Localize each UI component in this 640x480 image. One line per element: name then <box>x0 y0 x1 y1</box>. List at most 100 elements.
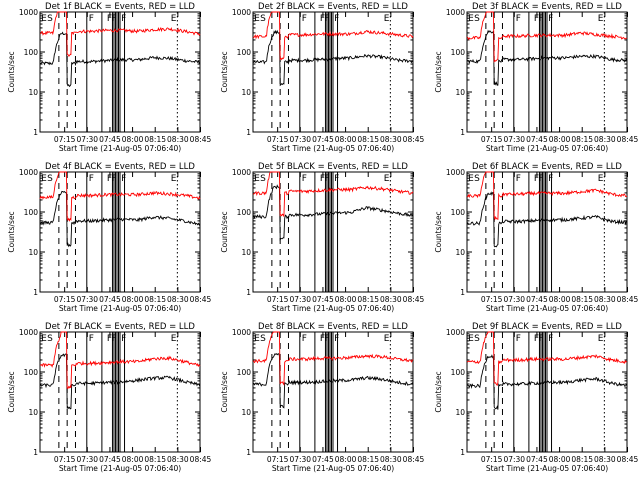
x-tick-label: 07:45 <box>99 135 121 144</box>
series-lld <box>466 331 628 387</box>
x-tick-label: 08:45 <box>403 455 425 464</box>
panel-det-3: Det 3f BLACK = Events, RED = LLD 1 10 100 10… <box>434 2 639 153</box>
x-axis-label: Start Time (21-Aug-05 07:06:40) <box>59 144 181 153</box>
x-axis-label: Start Time (21-Aug-05 07:06:40) <box>486 144 608 153</box>
x-tick-label: 08:30 <box>380 455 402 464</box>
marker-label-f: F <box>121 334 126 344</box>
marker-label-e: E <box>41 174 47 184</box>
y-tick-label: 100 <box>451 368 466 377</box>
x-tick-label: 07:45 <box>312 455 334 464</box>
marker-label-e: E <box>254 174 260 184</box>
y-tick-label: 100 <box>24 48 39 57</box>
x-axis-label: Start Time (21-Aug-05 07:06:40) <box>486 304 608 313</box>
marker-label-end: E <box>384 334 390 344</box>
marker-label-f: F <box>89 174 94 184</box>
x-tick-label: 08:45 <box>190 295 212 304</box>
x-axis-label: Start Time (21-Aug-05 07:06:40) <box>272 144 394 153</box>
marker-label-f: F <box>89 14 94 24</box>
marker-label-end: E <box>171 174 177 184</box>
y-tick-label: 1000 <box>446 8 465 17</box>
x-tick-label: 07:15 <box>54 455 76 464</box>
y-tick-label: 1 <box>460 448 465 457</box>
y-axis-label: Counts/sec <box>7 371 16 412</box>
x-tick-label: 07:15 <box>481 295 503 304</box>
marker-label-f: F <box>334 14 339 24</box>
marker-label-end: E <box>171 334 177 344</box>
marker-label-f: F <box>324 14 329 24</box>
marker-label-s: S <box>474 334 480 344</box>
marker-label-f: F <box>516 174 521 184</box>
marker-label-e: E <box>41 14 47 24</box>
x-tick-label: 08:45 <box>617 455 639 464</box>
x-tick-label: 07:15 <box>54 135 76 144</box>
y-tick-label: 1000 <box>232 8 251 17</box>
panel-det-5: Det 5f BLACK = Events, RED = LLD 1 10 100 10… <box>220 162 425 313</box>
marker-label-f: F <box>107 174 112 184</box>
x-tick-label: 08:00 <box>549 135 571 144</box>
x-tick-label: 08:45 <box>403 295 425 304</box>
marker-label-end: E <box>598 334 604 344</box>
panel-title: Det 7f BLACK = Events, RED = LLD <box>45 322 195 332</box>
marker-label-f: F <box>516 334 521 344</box>
panel-det-1: Det 1f BLACK = Events, RED = LLD 1 10 100 10… <box>7 2 212 153</box>
marker-label-f: F <box>320 174 325 184</box>
y-tick-label: 1000 <box>232 328 251 337</box>
y-tick-label: 10 <box>241 88 251 97</box>
series-lld <box>253 331 414 386</box>
marker-label-f: F <box>334 174 339 184</box>
x-tick-label: 07:30 <box>76 135 98 144</box>
marker-label-f: F <box>548 174 553 184</box>
marker-label-f: F <box>538 334 543 344</box>
x-tick-label: 08:15 <box>571 135 593 144</box>
y-axis-label: Counts/sec <box>7 51 16 92</box>
x-tick-label: 08:15 <box>571 295 593 304</box>
panel-title: Det 6f BLACK = Events, RED = LLD <box>472 162 622 172</box>
x-tick-label: 08:45 <box>190 135 212 144</box>
x-tick-label: 07:30 <box>76 295 98 304</box>
x-tick-label: 08:15 <box>571 455 593 464</box>
series-lld <box>252 171 414 217</box>
marker-label-f: F <box>548 14 553 24</box>
marker-label-s: S <box>474 14 480 24</box>
y-axis-label: Counts/sec <box>434 51 443 92</box>
marker-label-f: F <box>111 334 116 344</box>
y-tick-label: 1000 <box>19 8 38 17</box>
marker-label-f: F <box>324 334 329 344</box>
marker-label-f: F <box>334 334 339 344</box>
panel-title: Det 1f BLACK = Events, RED = LLD <box>45 2 195 12</box>
marker-label-f: F <box>121 174 126 184</box>
y-tick-label: 100 <box>24 368 39 377</box>
x-tick-label: 08:30 <box>167 455 189 464</box>
x-tick-label: 07:45 <box>312 135 334 144</box>
x-tick-label: 08:45 <box>403 135 425 144</box>
marker-label-f: F <box>538 14 543 24</box>
panel-det-8: Det 8f BLACK = Events, RED = LLD 1 10 100 10… <box>220 322 425 473</box>
y-tick-label: 1 <box>246 448 251 457</box>
marker-label-f: F <box>89 334 94 344</box>
panel-title: Det 8f BLACK = Events, RED = LLD <box>258 322 408 332</box>
marker-label-f: F <box>534 14 539 24</box>
x-tick-label: 07:30 <box>289 455 311 464</box>
marker-label-s: S <box>260 174 266 184</box>
marker-label-f: F <box>534 334 539 344</box>
marker-label-end: E <box>598 174 604 184</box>
marker-label-f: F <box>302 334 307 344</box>
panel-det-7: Det 7f BLACK = Events, RED = LLD 1 10 100 10… <box>7 322 212 473</box>
y-tick-label: 10 <box>28 88 38 97</box>
x-axis-label: Start Time (21-Aug-05 07:06:40) <box>59 464 181 473</box>
series-lld <box>39 171 201 222</box>
y-tick-label: 1 <box>460 128 465 137</box>
x-tick-label: 07:30 <box>76 455 98 464</box>
panel-title: Det 2f BLACK = Events, RED = LLD <box>258 2 408 12</box>
x-tick-label: 08:00 <box>335 295 357 304</box>
x-tick-label: 07:15 <box>267 295 289 304</box>
y-tick-label: 10 <box>455 408 465 417</box>
y-tick-label: 10 <box>241 408 251 417</box>
y-tick-label: 100 <box>451 48 466 57</box>
series-lld <box>252 11 414 61</box>
y-tick-label: 10 <box>28 248 38 257</box>
series-lld <box>40 11 201 57</box>
x-tick-label: 07:45 <box>99 455 121 464</box>
marker-label-e: E <box>468 334 474 344</box>
